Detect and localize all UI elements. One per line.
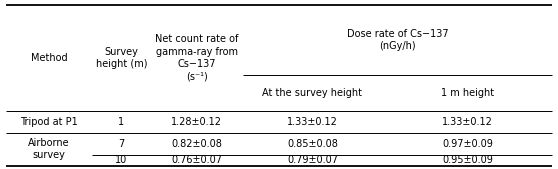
Text: 0.76±0.07: 0.76±0.07: [171, 155, 222, 165]
Text: 1.28±0.12: 1.28±0.12: [171, 117, 222, 127]
Text: 0.79±0.07: 0.79±0.07: [287, 155, 338, 165]
Text: Survey
height (m): Survey height (m): [95, 47, 147, 69]
Text: 1.33±0.12: 1.33±0.12: [287, 117, 338, 127]
Text: Tripod at P1: Tripod at P1: [20, 117, 78, 127]
Text: 0.85±0.08: 0.85±0.08: [287, 139, 338, 149]
Text: 1: 1: [118, 117, 124, 127]
Text: 0.97±0.09: 0.97±0.09: [442, 139, 493, 149]
Text: Dose rate of Cs−137
(nGy/h): Dose rate of Cs−137 (nGy/h): [347, 29, 449, 51]
Text: 0.95±0.09: 0.95±0.09: [442, 155, 493, 165]
Text: 1 m height: 1 m height: [441, 88, 494, 98]
Text: Net count rate of
gamma-ray from
Cs−137
(s⁻¹): Net count rate of gamma-ray from Cs−137 …: [155, 34, 238, 81]
Text: 0.82±0.08: 0.82±0.08: [171, 139, 222, 149]
Text: 10: 10: [116, 155, 127, 165]
Text: 7: 7: [118, 139, 124, 149]
Text: At the survey height: At the survey height: [262, 88, 363, 98]
Text: 1.33±0.12: 1.33±0.12: [442, 117, 493, 127]
Text: Airborne
survey: Airborne survey: [28, 138, 70, 160]
Text: Method: Method: [31, 53, 67, 63]
